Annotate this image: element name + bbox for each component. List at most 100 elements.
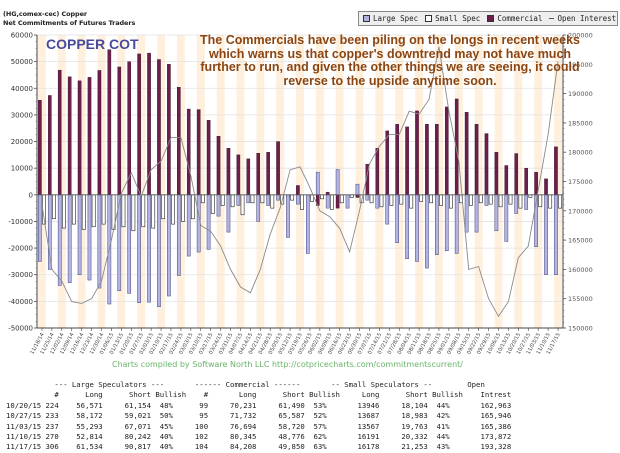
small-spec-bar bbox=[52, 194, 56, 220]
commercial-bar bbox=[167, 64, 171, 196]
right-tick-label: 165000 bbox=[568, 237, 593, 245]
small-spec-bar bbox=[131, 194, 136, 232]
left-tick-label: 30000 bbox=[11, 111, 33, 119]
small-spec-bar bbox=[409, 194, 414, 209]
small-spec-bar bbox=[270, 194, 275, 209]
commercial-bar bbox=[484, 133, 489, 196]
large-spec-bar bbox=[365, 194, 370, 201]
commercial-bar bbox=[405, 126, 409, 196]
commercial-bar bbox=[474, 124, 479, 196]
large-spec-bar bbox=[415, 194, 419, 262]
open-interest-line-icon bbox=[549, 18, 555, 19]
x-axis-ticks: 11/18/1411/25/1412/02/1412/09/1412/16/14… bbox=[29, 328, 562, 356]
chart-title-line2: Net Commitments of Futures Traders bbox=[3, 19, 136, 27]
small-spec-bar bbox=[419, 194, 424, 202]
small-spec-bar bbox=[399, 194, 404, 205]
large-spec-bar bbox=[444, 194, 449, 252]
large-spec-swatch-icon bbox=[363, 15, 370, 22]
background-band bbox=[514, 35, 523, 328]
small-spec-bar bbox=[468, 194, 473, 206]
right-tick-label: 180000 bbox=[568, 149, 593, 157]
left-tick-label: 50000 bbox=[11, 58, 33, 66]
background-band bbox=[117, 35, 126, 328]
small-spec-bar bbox=[250, 194, 255, 204]
large-spec-bar bbox=[206, 194, 211, 250]
small-spec-bar bbox=[151, 194, 156, 229]
small-spec-bar bbox=[220, 194, 225, 206]
small-spec-swatch-icon bbox=[425, 15, 433, 22]
small-spec-bar bbox=[320, 194, 324, 200]
table-row: 11/10/15 270 52,814 80,242 40% 102 80,34… bbox=[6, 432, 512, 442]
small-spec-bar bbox=[210, 194, 215, 214]
cot-chart: 60000 50000 40000 30000 20000 10000 0 -10000 -20… bbox=[8, 32, 593, 356]
large-spec-bar bbox=[87, 194, 92, 281]
large-spec-bar bbox=[345, 194, 350, 209]
credit-link[interactable]: Charts compiled by Software North LLC ht… bbox=[112, 360, 463, 369]
background-band bbox=[176, 35, 185, 328]
large-spec-bar bbox=[464, 194, 469, 233]
commercial-bar bbox=[335, 194, 340, 209]
background-band bbox=[97, 35, 106, 328]
small-spec-bar bbox=[558, 194, 563, 209]
large-spec-bar bbox=[375, 194, 380, 209]
large-spec-bar bbox=[504, 194, 509, 242]
background-band bbox=[494, 35, 503, 328]
legend-item-open-interest: Open Interest bbox=[549, 14, 616, 23]
small-spec-bar bbox=[300, 194, 304, 210]
small-spec-bar bbox=[429, 194, 433, 204]
commercial-bar bbox=[107, 49, 112, 196]
alternate-bands bbox=[38, 35, 562, 328]
small-spec-bar bbox=[230, 194, 235, 208]
large-spec-bar bbox=[395, 194, 399, 244]
legend-label: Large Spec bbox=[373, 14, 419, 23]
large-spec-bar bbox=[176, 194, 181, 276]
large-spec-bar bbox=[405, 194, 409, 259]
large-spec-bar bbox=[425, 194, 429, 269]
small-spec-bar bbox=[171, 194, 175, 225]
large-spec-bar bbox=[315, 171, 320, 196]
small-spec-bar bbox=[91, 194, 96, 228]
large-spec-bar bbox=[305, 194, 310, 254]
background-band bbox=[256, 35, 265, 328]
large-spec-bar bbox=[97, 194, 102, 289]
large-spec-bar bbox=[256, 194, 261, 222]
commercial-bar bbox=[206, 120, 211, 196]
background-band bbox=[216, 35, 225, 328]
commercial-bar bbox=[157, 59, 161, 196]
small-spec-bar bbox=[508, 194, 513, 205]
background-band bbox=[38, 35, 46, 328]
small-spec-bar bbox=[389, 194, 394, 206]
small-spec-bar bbox=[369, 194, 374, 204]
chart-title-line1: (HG,comex-cec) Copper bbox=[3, 10, 88, 18]
large-spec-bar bbox=[524, 194, 529, 210]
commercial-bar bbox=[236, 154, 241, 196]
small-spec-bar bbox=[191, 194, 195, 220]
commercial-bar bbox=[48, 95, 52, 196]
left-axis-ticks: 60000 50000 40000 30000 20000 10000 0 -10000 -20… bbox=[8, 32, 37, 333]
small-spec-bar bbox=[181, 194, 185, 222]
large-spec-bar bbox=[276, 194, 280, 201]
small-spec-bar bbox=[161, 194, 166, 220]
right-tick-label: 200000 bbox=[568, 32, 593, 40]
legend-item-large-spec: Large Spec bbox=[363, 14, 418, 23]
commercial-bar bbox=[216, 136, 221, 196]
background-band bbox=[474, 35, 483, 328]
small-spec-bar bbox=[71, 194, 76, 225]
commercial-bar bbox=[494, 151, 499, 196]
background-band bbox=[276, 35, 285, 328]
small-spec-bar bbox=[379, 194, 384, 208]
commercial-swatch-icon bbox=[487, 15, 495, 22]
small-spec-bar bbox=[439, 194, 443, 206]
background-band bbox=[335, 35, 344, 328]
large-spec-bar bbox=[167, 194, 171, 297]
commercial-bar bbox=[375, 148, 380, 196]
commercial-bar bbox=[554, 146, 558, 196]
large-spec-bar bbox=[57, 194, 62, 286]
commercial-bar bbox=[444, 106, 449, 196]
small-spec-bar bbox=[329, 194, 334, 210]
commercial-bar bbox=[77, 80, 82, 196]
commercial-bar bbox=[256, 153, 261, 196]
left-tick-label: -40000 bbox=[8, 298, 33, 306]
large-spec-bar bbox=[246, 194, 251, 204]
table-group-header: --- Large Speculators --- ------ Commerc… bbox=[6, 380, 485, 389]
